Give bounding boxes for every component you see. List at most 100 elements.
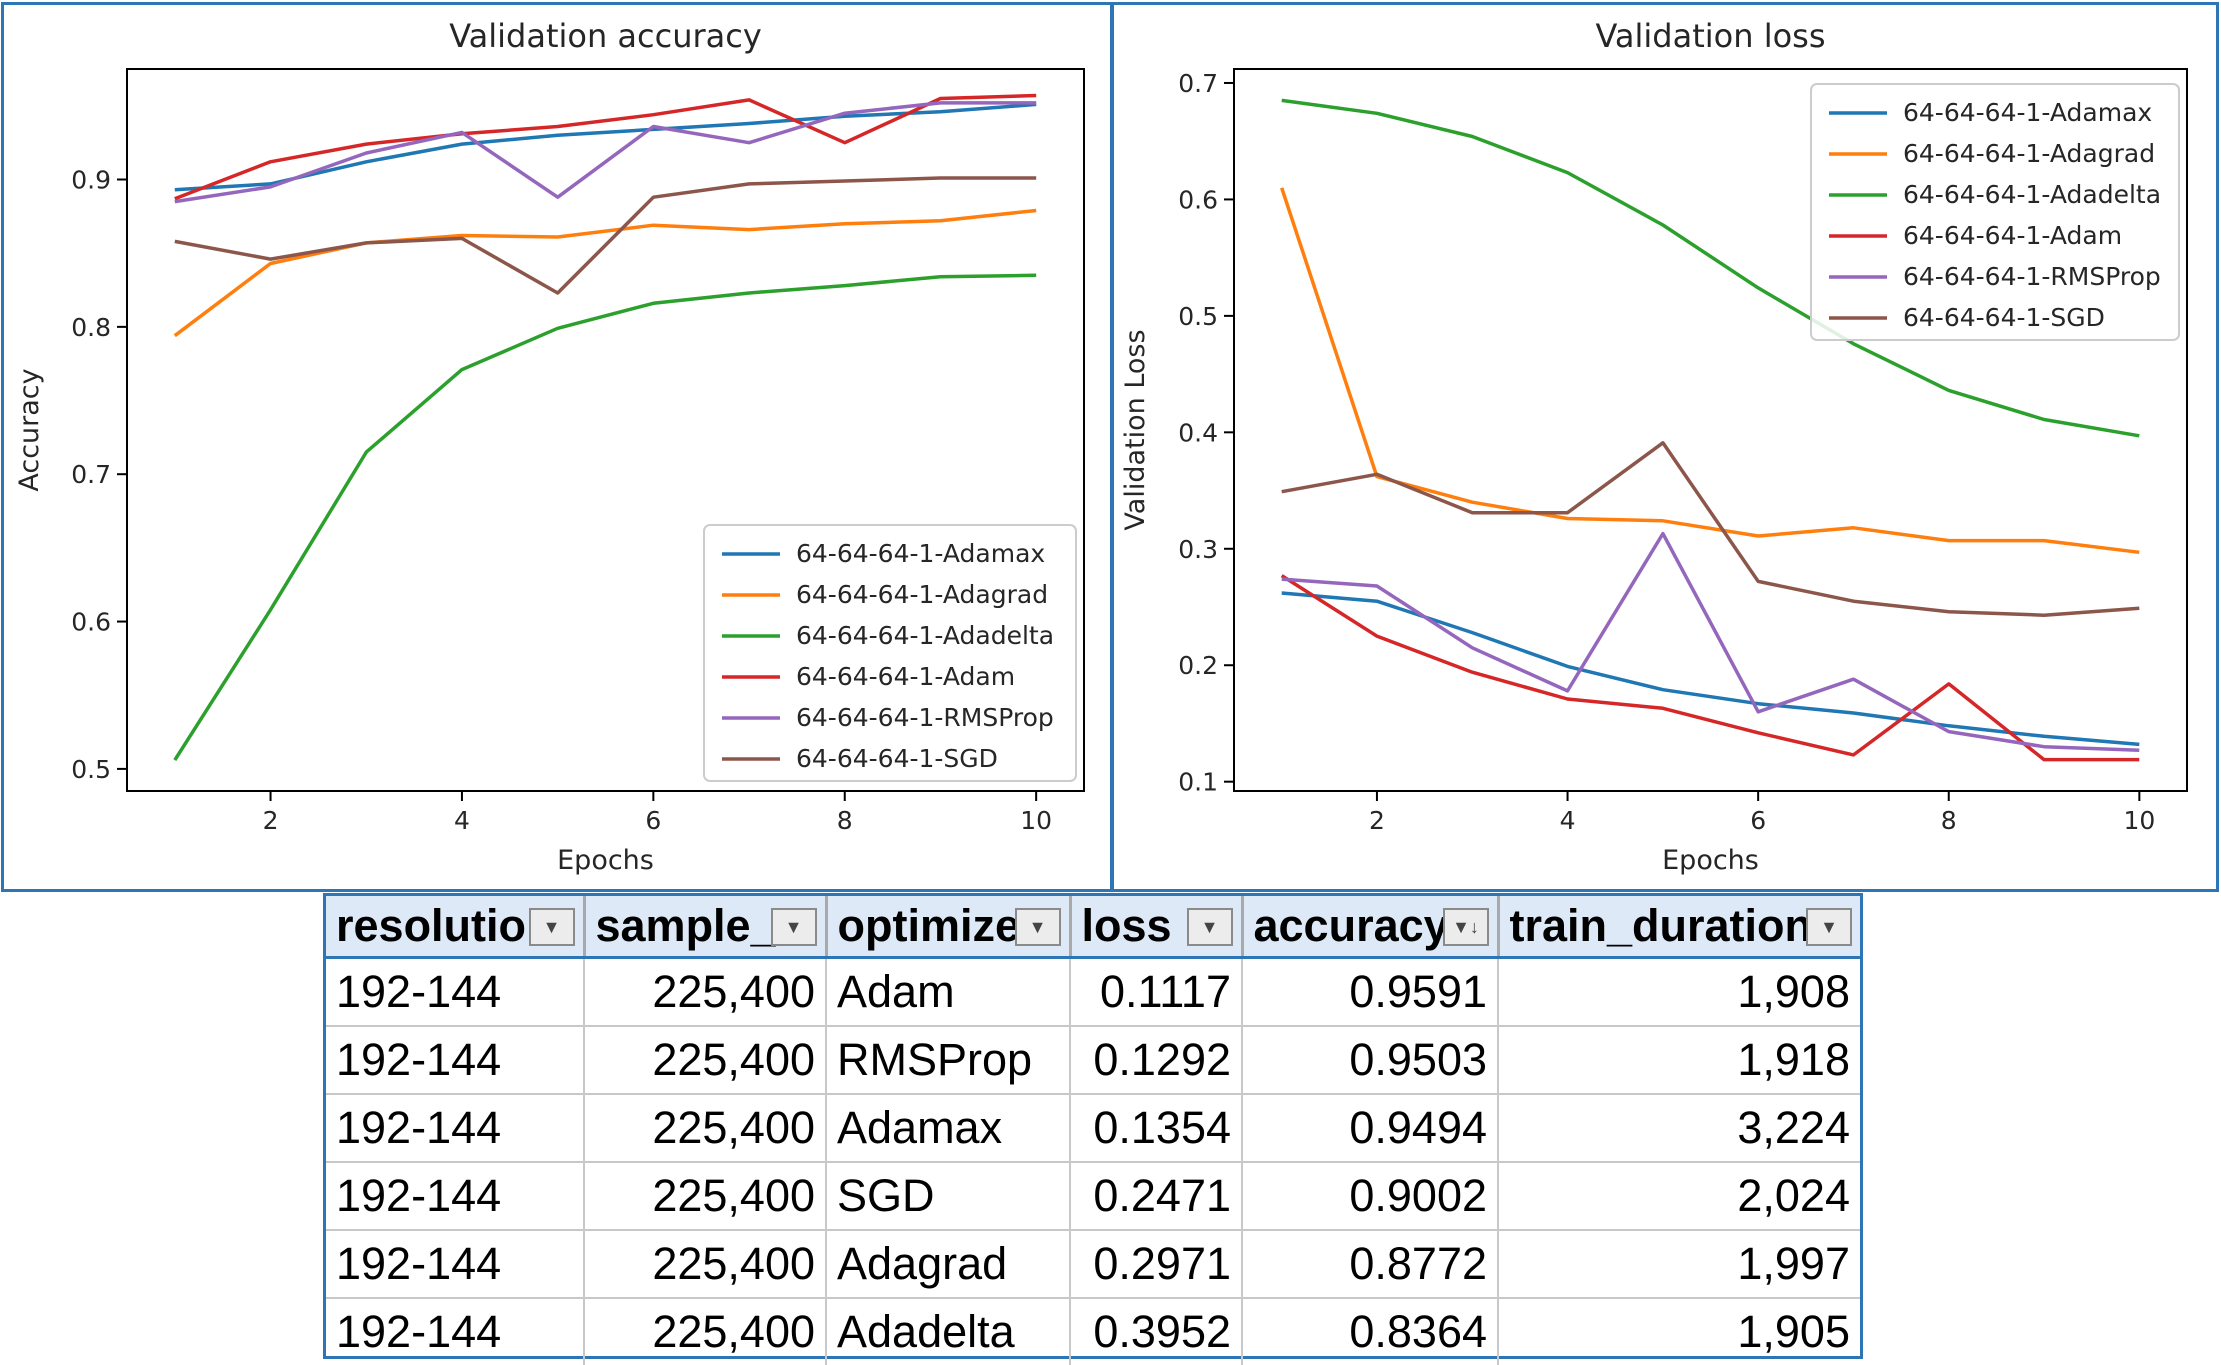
table-cell-loss: 0.3952 (1070, 1298, 1243, 1365)
x-tick-label: 4 (1560, 806, 1576, 835)
series-line-64-64-64-1-adadelta (1281, 98, 2140, 438)
loss-chart: Validation loss 2 4 6 8 10 0.1 0.2 0.3 0.4 0.5 0.6 0… (1120, 17, 2188, 876)
table-cell-optimize: SGD (826, 1162, 1071, 1231)
series-line-64-64-64-1-sgd (174, 176, 1037, 295)
x-tick-label: 6 (1750, 806, 1766, 835)
results-table-container: resolution ▼ sample_ ▼ optimize ▼ loss ▼ accurac… (323, 893, 1863, 1365)
table-cell-resolution: 192-144 (326, 1026, 585, 1095)
table-cell-loss: 0.1117 (1070, 957, 1243, 1027)
x-tick-label: 8 (1941, 806, 1957, 835)
table-cell-accuracy: 0.9002 (1242, 1162, 1499, 1231)
x-tick-label: 8 (837, 806, 853, 835)
y-tick-label: 0.2 (1178, 651, 1218, 680)
column-header-accuracy: accuracy ▼↓ (1242, 896, 1500, 959)
legend-box (703, 524, 1077, 782)
table-row: 192-144 225,400 Adamax 0.1354 0.9494 3,224 (326, 1094, 1860, 1163)
series-line-64-64-64-1-adam (1280, 574, 2140, 762)
legend-box (1810, 83, 2180, 341)
column-header-label: sample_ (595, 900, 776, 951)
y-tick-label: 0.7 (71, 460, 111, 489)
column-header-label: accuracy (1253, 900, 1449, 951)
table-cell-optimize: Adadelta (826, 1298, 1071, 1365)
y-tick-label: 0.3 (1178, 535, 1218, 564)
table-cell-accuracy: 0.9494 (1242, 1094, 1499, 1163)
table-cell-sample: 225,400 (584, 1094, 827, 1163)
table-cell-accuracy: 0.9503 (1242, 1026, 1499, 1095)
series-line-64-64-64-1-adadelta (173, 273, 1037, 762)
table-cell-resolution: 192-144 (326, 1162, 585, 1231)
table-row: 192-144 225,400 Adadelta 0.3952 0.8364 1,905 (326, 1298, 1860, 1365)
table-cell-train_duration: 1,905 (1737, 1306, 1850, 1357)
legend-entry: 64-64-64-1-Adam (796, 662, 1015, 691)
table-cell-train_duration: 3,224 (1498, 1094, 1860, 1163)
y-axis-label: Accuracy (14, 368, 45, 491)
series-line-64-64-64-1-rmsprop (174, 101, 1037, 204)
table-cell-accuracy: 0.8364 (1242, 1298, 1499, 1365)
y-tick-label: 0.6 (1178, 185, 1218, 214)
column-header-optimize: optimize ▼ (826, 896, 1072, 959)
y-tick-label: 0.5 (1178, 302, 1218, 331)
table-cell-sample: 225,400 (584, 1162, 827, 1231)
column-header-label: loss (1081, 900, 1172, 951)
table-row: 192-144 225,400 SGD 0.2471 0.9002 2,024 (326, 1162, 1860, 1231)
table-cell-optimize: Adamax (826, 1094, 1071, 1163)
filter-dropdown-icon[interactable]: ▼ (770, 908, 817, 946)
accuracy-chart: Validation accuracy 2 4 6 8 10 0.5 0.6 0.7 0.8 0.9… (14, 17, 1085, 876)
table-cell-sample: 225,400 (584, 1298, 827, 1365)
y-axis-label: Validation Loss (1120, 329, 1151, 530)
column-header-resolution: resolution ▼ (326, 896, 586, 959)
column-header-sample: sample_ ▼ (584, 896, 828, 959)
legend-entry: 64-64-64-1-Adamax (796, 539, 1045, 568)
table-cell-resolution: 192-144 (326, 1094, 585, 1163)
table-cell-train_duration: 1,908 (1498, 957, 1860, 1027)
column-header-label: resolution (336, 900, 554, 951)
y-tick-label: 0.5 (71, 755, 111, 784)
table-cell-sample: 225,400 (584, 1026, 827, 1095)
table-cell-resolution: 192-144 (326, 1298, 585, 1365)
x-axis-label: Epochs (1662, 845, 1759, 876)
x-axis-label: Epochs (557, 845, 654, 876)
table-cell-accuracy: 0.9591 (1242, 957, 1499, 1027)
legend-entry: 64-64-64-1-Adadelta (796, 621, 1054, 650)
table-cell-optimize: Adagrad (826, 1230, 1071, 1299)
legend-entry: 64-64-64-1-SGD (796, 744, 998, 773)
y-tick-label: 0.9 (71, 166, 111, 195)
series-line-64-64-64-1-rmsprop (1281, 531, 2140, 752)
filter-dropdown-icon[interactable]: ▼ (1014, 908, 1061, 946)
legend-entry: 64-64-64-1-RMSProp (796, 703, 1054, 732)
table-cell-train_duration: 1,997 (1498, 1230, 1860, 1299)
x-tick-label: 4 (454, 806, 470, 835)
table-row: 192-144 225,400 Adagrad 0.2971 0.8772 1,997 (326, 1230, 1860, 1299)
legend-entry: 64-64-64-1-SGD (1903, 303, 2105, 332)
column-header-loss: loss ▼ (1070, 896, 1244, 959)
table-cell-sample: 225,400 (584, 1230, 827, 1299)
filter-dropdown-icon[interactable]: ▼ (528, 908, 575, 946)
y-tick-label: 0.4 (1178, 418, 1218, 447)
legend-entry: 64-64-64-1-Adadelta (1903, 180, 2161, 209)
legend-entry: 64-64-64-1-RMSProp (1903, 262, 2161, 291)
table-cell-optimize: RMSProp (826, 1026, 1071, 1095)
filter-dropdown-icon[interactable]: ▼ (1806, 908, 1852, 946)
chart-title: Validation accuracy (449, 17, 762, 55)
table-cell-resolution: 192-144 (326, 957, 585, 1027)
filter-dropdown-icon[interactable]: ▼ (1186, 908, 1233, 946)
chart-title: Validation loss (1596, 17, 1826, 55)
table-cell-loss: 0.1292 (1070, 1026, 1243, 1095)
table-cell-sample: 225,400 (584, 957, 827, 1027)
table-cell-loss: 0.1354 (1070, 1094, 1243, 1163)
table-cell-train_duration: 2,024 (1498, 1162, 1860, 1231)
table-row: 192-144 225,400 Adam 0.1117 0.9591 1,908 (326, 957, 1860, 1027)
plot-frame (126, 68, 1085, 792)
series-line-64-64-64-1-sgd (1281, 441, 2140, 617)
table-cell-loss: 0.2971 (1070, 1230, 1243, 1299)
x-tick-label: 6 (645, 806, 661, 835)
column-header-label: optimize (837, 900, 1021, 951)
accuracy-chart-panel: Validation accuracy 2 4 6 8 10 0.5 0.6 0.7 0.8 0.9… (1, 2, 1113, 892)
y-tick-label: 0.6 (71, 608, 111, 637)
series-line-64-64-64-1-adagrad (173, 208, 1037, 338)
series-line-64-64-64-1-adam (174, 93, 1037, 201)
table-row: 192-144 225,400 RMSProp 0.1292 0.9503 1,918 (326, 1026, 1860, 1095)
results-table: resolution ▼ sample_ ▼ optimize ▼ loss ▼ accurac… (326, 896, 1860, 1365)
legend-entry: 64-64-64-1-Adagrad (796, 580, 1048, 609)
filter-dropdown-icon[interactable]: ▼↓ (1442, 908, 1489, 946)
